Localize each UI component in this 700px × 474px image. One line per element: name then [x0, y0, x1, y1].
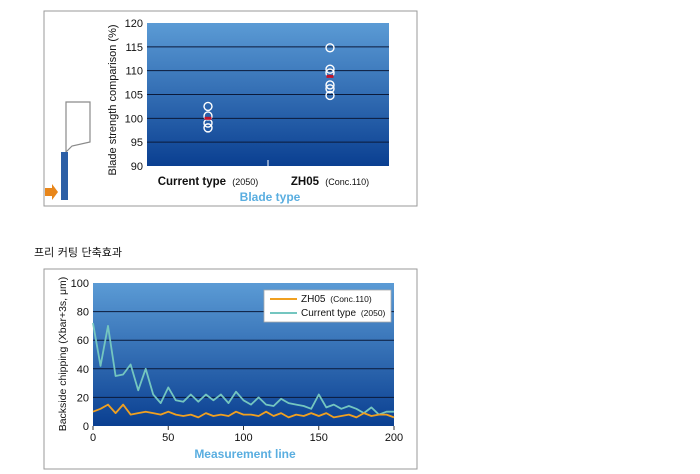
data-point: [325, 80, 335, 90]
legend-zh05-note: (Conc.110): [330, 294, 372, 304]
x-tick-label: 100: [234, 432, 252, 444]
data-point: [203, 111, 213, 121]
category-label-current: Current type (2050): [158, 176, 259, 188]
y-tick-labels: 90 95 100 105 110 115 120: [125, 18, 143, 173]
gridlines: [147, 46, 389, 143]
y-tick-label: 90: [131, 161, 143, 173]
data-point: [325, 84, 335, 94]
y-tick-label: 80: [77, 307, 89, 319]
y-tick-label: 105: [125, 90, 143, 102]
data-point: [203, 123, 213, 133]
x-axis-title: Measurement line: [194, 447, 296, 461]
legend: ZH05 (Conc.110) Current type (2050): [263, 289, 392, 323]
y-tick-label: 100: [71, 278, 89, 290]
blade-cross-section: [61, 152, 68, 200]
category-current-note: (2050): [232, 177, 258, 187]
mean-marker: [204, 116, 212, 120]
data-points: [203, 43, 335, 133]
data-point: [203, 101, 213, 112]
x-tick-labels: 0 50 100 150 200: [90, 426, 403, 444]
legend-current-name: Current type: [301, 308, 356, 319]
category-current-name: Current type: [158, 176, 226, 188]
legend-current-note: (2050): [361, 308, 386, 318]
backside-chipping-chart: 0 20 40 60 80 100 0 50 100 150 200 ZH05 (Conc.110…: [43, 268, 418, 470]
series-lines: [92, 322, 395, 419]
cutting-direction-arrow-icon: [45, 184, 58, 200]
y-tick-label: 0: [83, 421, 89, 433]
mean-marker: [326, 74, 334, 78]
y-axis-label: Backside chipping (Xbar+3s, μm): [57, 277, 69, 432]
y-tick-label: 110: [125, 66, 143, 78]
x-tick-label: 150: [310, 432, 328, 444]
y-tick-label: 120: [125, 18, 143, 30]
series-line-current: [92, 322, 394, 416]
blade-holder-shape: [65, 101, 91, 154]
y-tick-labels: 0 20 40 60 80 100: [71, 278, 89, 433]
data-point: [325, 43, 335, 53]
data-point: [325, 64, 335, 74]
category-zh05-note: (Conc.110): [325, 177, 369, 187]
y-tick-label: 60: [77, 335, 89, 347]
x-tick-label: 0: [90, 432, 96, 444]
series-line-zh05: [92, 403, 395, 419]
data-point: [325, 90, 335, 101]
y-tick-label: 100: [125, 113, 143, 125]
y-axis-label: Blade strength comparison (%): [107, 24, 119, 175]
x-tick-label: 200: [385, 432, 403, 444]
x-tick-label: 50: [162, 432, 174, 444]
y-tick-label: 95: [131, 137, 143, 149]
legend-zh05-name: ZH05: [301, 294, 326, 305]
legend-box: [263, 289, 392, 323]
blade-strength-chart: 90 95 100 105 110 115 120 Blade strength compa…: [43, 10, 418, 207]
y-tick-label: 40: [77, 364, 89, 376]
legend-label-current: Current type (2050): [301, 308, 386, 319]
category-zh05-name: ZH05: [291, 176, 320, 188]
legend-label-zh05: ZH05 (Conc.110): [301, 294, 372, 305]
blade-profile-diagram: [45, 101, 91, 200]
category-label-zh05: ZH05 (Conc.110): [291, 176, 369, 188]
x-axis-title: Blade type: [240, 190, 301, 204]
y-tick-label: 115: [125, 42, 143, 54]
section-heading: 프리 커팅 단축효과: [34, 246, 122, 259]
y-tick-label: 20: [77, 392, 89, 404]
